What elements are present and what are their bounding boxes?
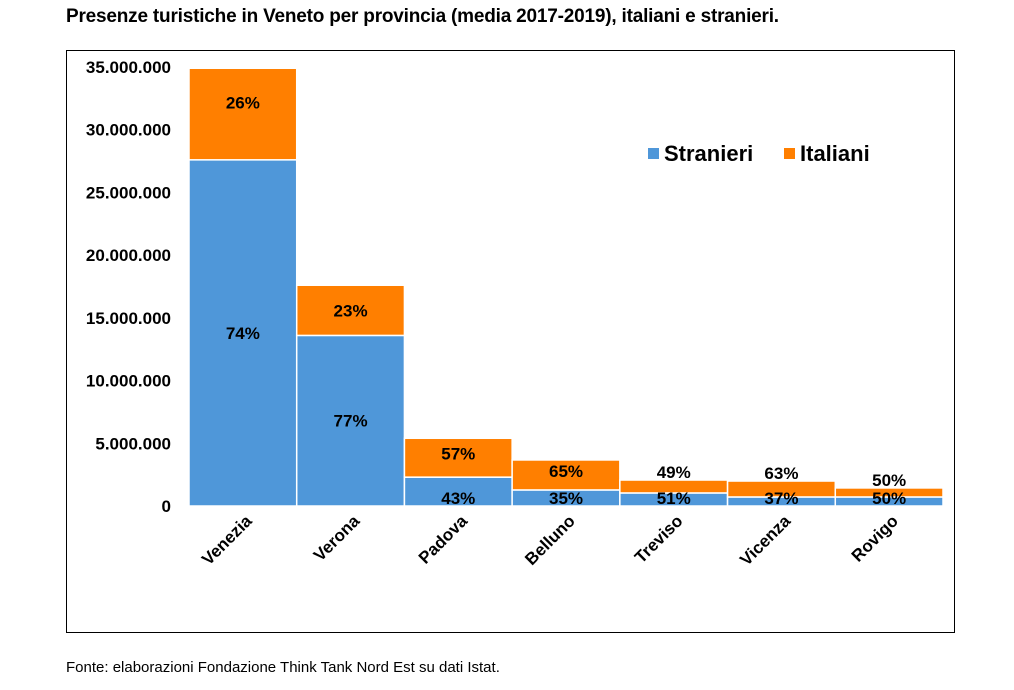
y-tick-label: 10.000.000 (86, 372, 171, 391)
x-tick-label: Vicenza (736, 511, 794, 569)
data-label-stranieri: 74% (226, 324, 260, 343)
chart-frame (66, 50, 955, 633)
legend-label-italiani: Italiani (800, 141, 870, 166)
x-tick-label: Verona (310, 511, 364, 565)
data-label-italiani: 65% (549, 462, 583, 481)
legend-swatch-italiani (784, 148, 795, 159)
bar-italiani-belluno (511, 459, 621, 491)
y-tick-label: 25.000.000 (86, 183, 171, 202)
bars (188, 67, 944, 507)
data-label-italiani: 50% (872, 471, 906, 490)
bar-italiani-padova (403, 437, 513, 478)
legend-swatch-stranieri (648, 148, 659, 159)
data-label-stranieri: 43% (441, 489, 475, 508)
chart-title: Presenze turistiche in Veneto per provin… (66, 6, 779, 27)
data-label-stranieri: 51% (657, 489, 691, 508)
data-label-stranieri: 50% (872, 489, 906, 508)
x-tick-label: Venezia (198, 511, 256, 569)
data-label-italiani: 49% (657, 463, 691, 482)
legend-label-stranieri: Stranieri (664, 141, 753, 166)
bar-italiani-verona (295, 284, 406, 337)
data-label-stranieri: 37% (764, 489, 798, 508)
x-tick-label: Belluno (521, 511, 579, 569)
data-label-stranieri: 35% (549, 489, 583, 508)
y-tick-label: 20.000.000 (86, 246, 171, 265)
bar-italiani-rovigo (834, 487, 944, 498)
x-axis-labels: Venezia Verona Padova Belluno Treviso Vicenza… (198, 511, 902, 569)
y-axis-ticks: 0 5.000.000 10.000.000 15.000.000 20.000.000… (86, 58, 171, 516)
x-tick-label: Treviso (631, 511, 687, 567)
bar-italiani-venezia (188, 67, 298, 161)
y-tick-label: 0 (162, 497, 171, 516)
x-tick-label: Padova (415, 511, 472, 568)
bar-stranieri-venezia (188, 159, 298, 507)
legend: Stranieri Italiani (648, 141, 870, 166)
x-tick-label: Rovigo (848, 511, 902, 565)
y-tick-label: 15.000.000 (86, 309, 171, 328)
data-label-italiani: 57% (441, 445, 475, 464)
bar-stranieri-padova (403, 476, 513, 507)
data-label-italiani: 63% (764, 464, 798, 483)
y-tick-label: 30.000.000 (86, 121, 171, 140)
data-labels: 74% 26% 77% 23% 43% 57% 35% 65% 51% 49% 37% 63% 50%5… (226, 93, 906, 508)
data-label-italiani: 23% (334, 301, 368, 320)
data-label-stranieri: 77% (334, 412, 368, 431)
y-tick-label: 5.000.000 (95, 434, 171, 453)
data-label-italiani: 26% (226, 93, 260, 112)
y-tick-label: 35.000.000 (86, 58, 171, 77)
source-note: Fonte: elaborazioni Fondazione Think Tan… (66, 659, 500, 676)
